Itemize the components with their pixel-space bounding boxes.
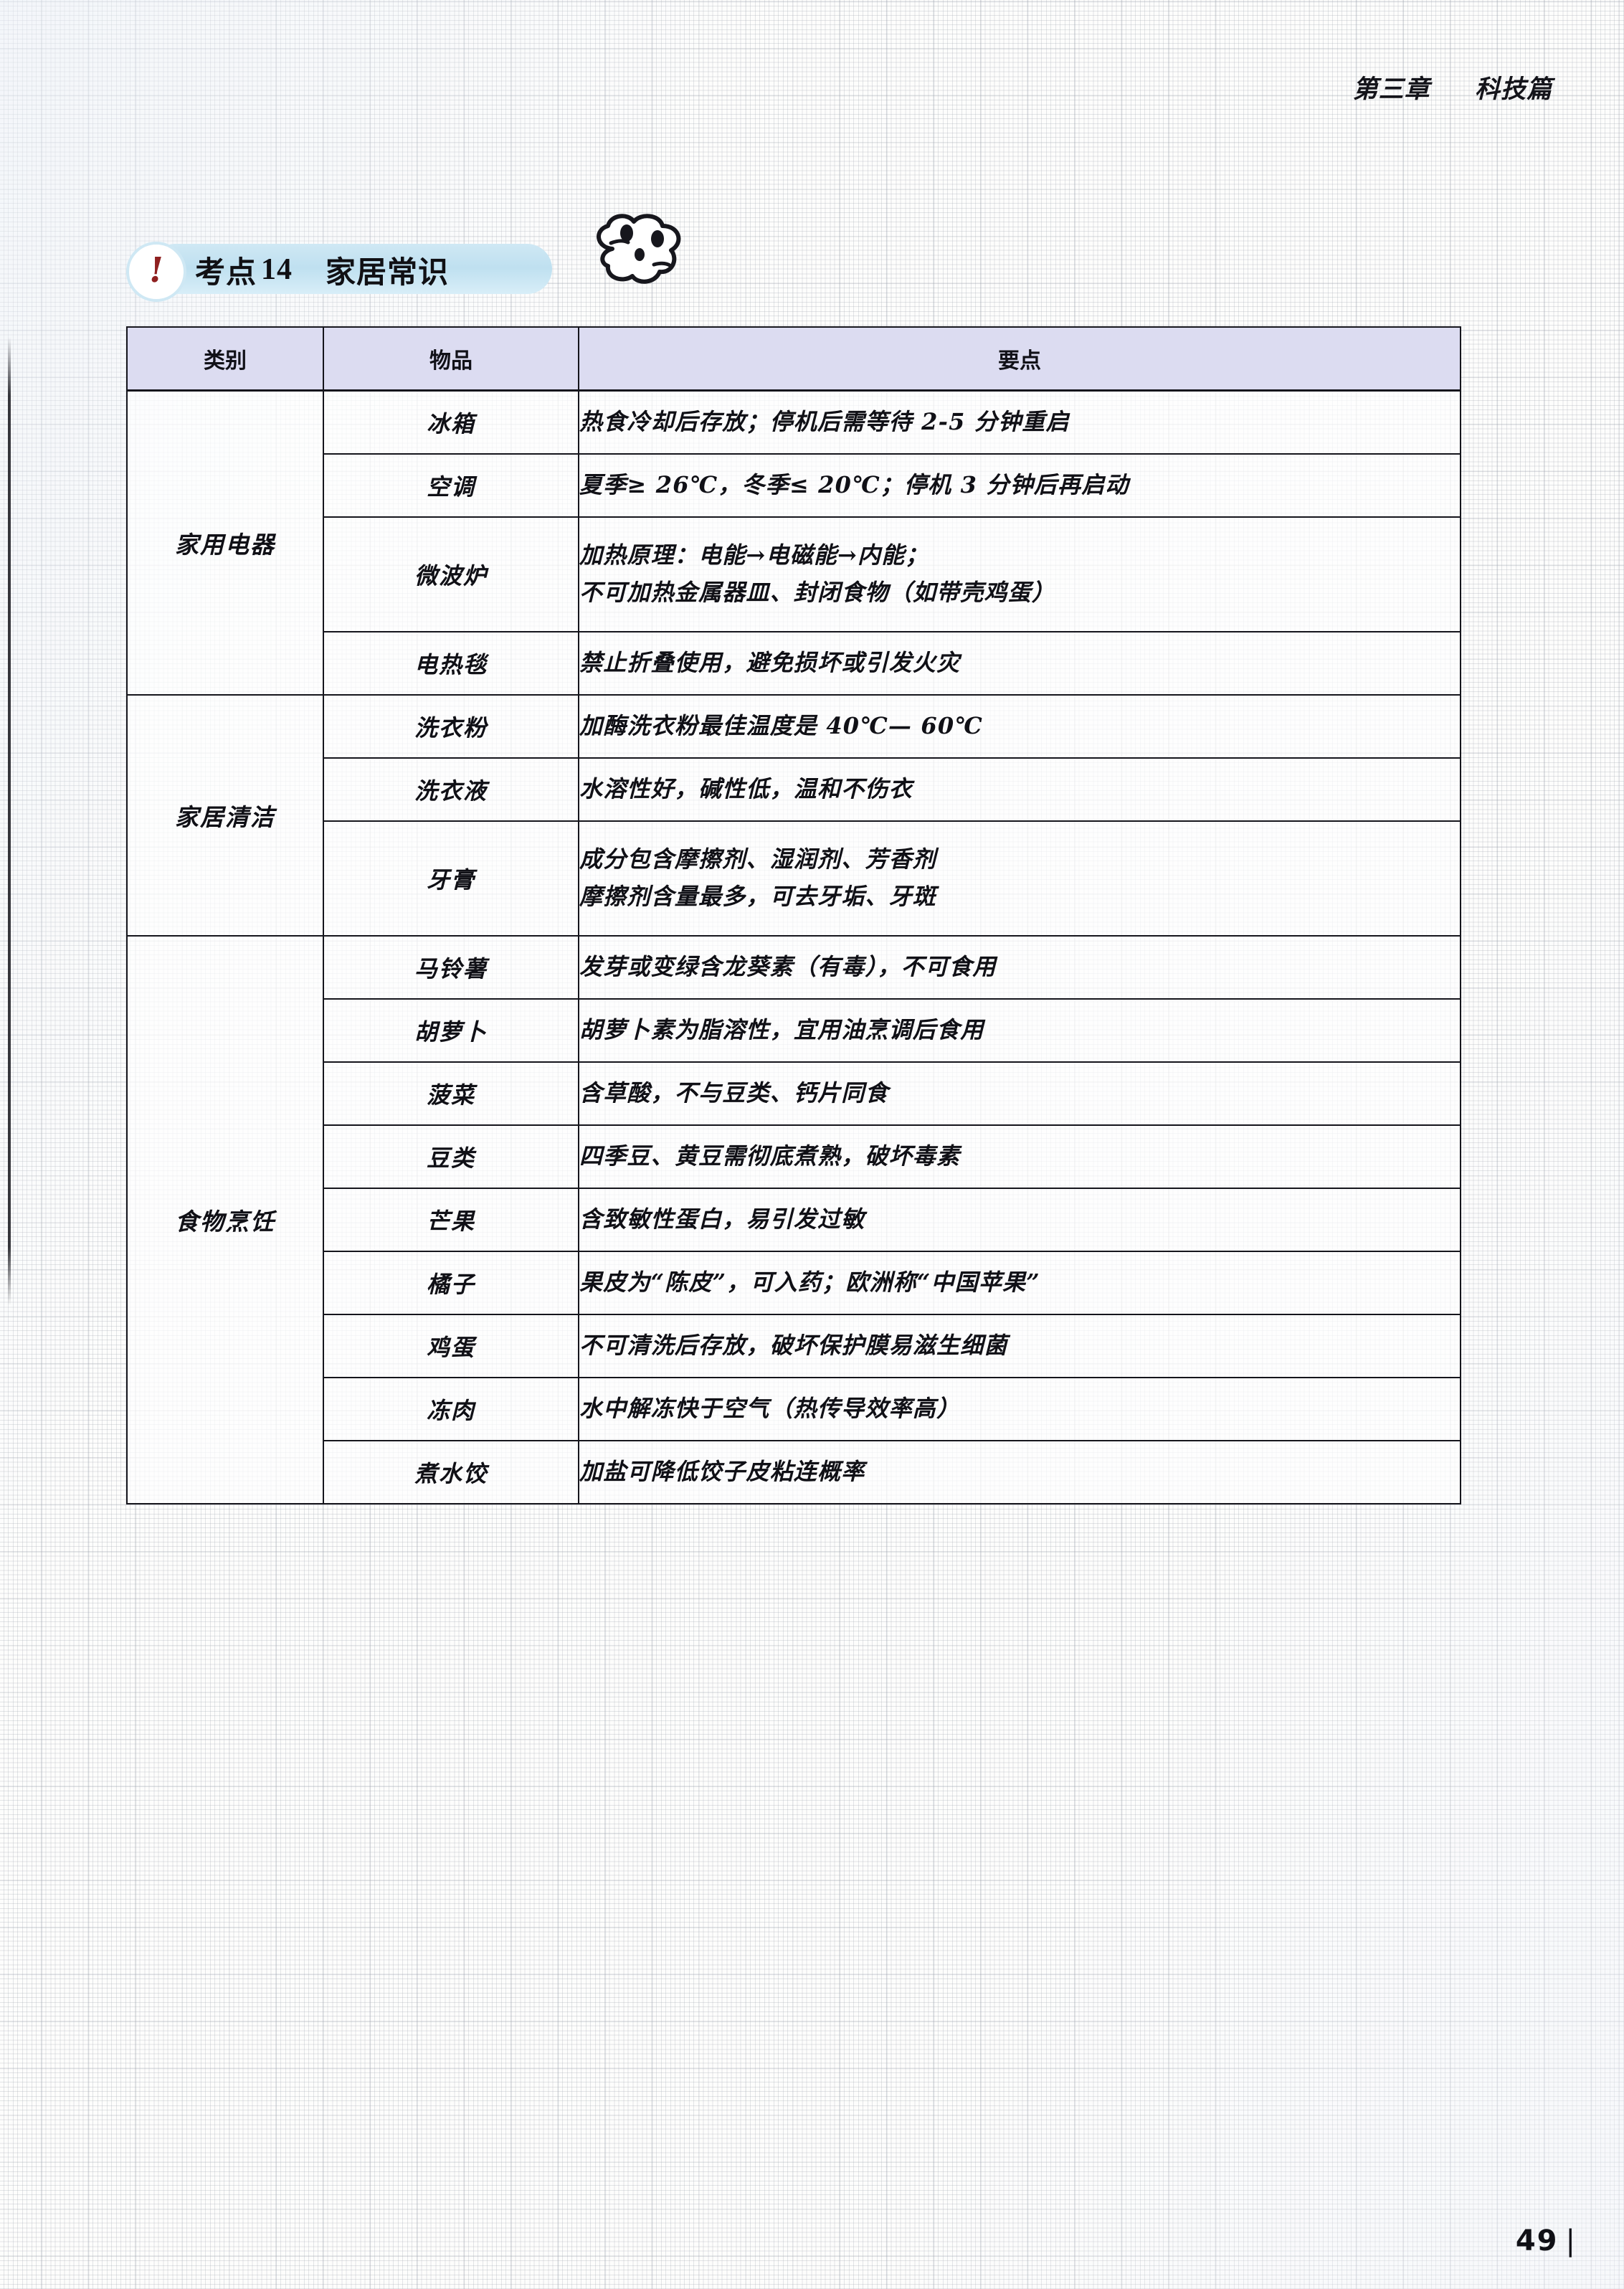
page-number-bar: | (1565, 2224, 1577, 2257)
category-cell: 家用电器 (126, 389, 324, 696)
page-number: 49 | (1516, 2224, 1577, 2257)
points-cell: 四季豆、黄豆需彻底煮熟，破坏毒素 (578, 1124, 1461, 1189)
table-row: 空调 夏季≥ 26℃，冬季≤ 20℃；停机 3 分钟后再启动 (127, 453, 1461, 518)
points-cell: 水中解冻快于空气（热传导效率高） (578, 1377, 1461, 1441)
point-line: 不可加热金属器皿、封闭食物（如带壳鸡蛋） (579, 579, 1056, 606)
points-cell: 不可清洗后存放，破坏保护膜易滋生细菌 (578, 1314, 1461, 1378)
table-row: 洗衣液 水溶性好，碱性低，温和不伤衣 (127, 757, 1461, 822)
points-cell: 加酶洗衣粉最佳温度是 40℃— 60℃ (578, 694, 1461, 759)
points-cell: 水溶性好，碱性低，温和不伤衣 (578, 757, 1461, 822)
item-cell: 马铃薯 (323, 935, 579, 1000)
points-cell: 加盐可降低饺子皮粘连概率 (578, 1440, 1461, 1504)
item-cell: 空调 (323, 453, 579, 518)
point-line: 摩擦剂含量最多，可去牙垢、牙斑 (579, 883, 937, 910)
point-line: 加盐可降低饺子皮粘连概率 (579, 1458, 865, 1486)
column-header-category: 类别 (126, 326, 324, 392)
table-row: 电热毯 禁止折叠使用，避免损坏或引发火灾 (127, 631, 1461, 696)
item-cell: 胡萝卜 (323, 998, 579, 1063)
table-row: 家居清洁 洗衣粉 加酶洗衣粉最佳温度是 40℃— 60℃ (126, 694, 1461, 937)
points-cell: 热食冷却后存放；停机后需等待 2-5 分钟重启 (578, 389, 1461, 455)
point-line: 发芽或变绿含龙葵素（有毒），不可食用 (579, 953, 997, 981)
point-line: 水溶性好，碱性低，温和不伤衣 (579, 775, 913, 803)
item-cell: 煮水饺 (323, 1440, 579, 1504)
home-knowledge-table: 类别 物品 要点 家用电器 冰箱 热食冷却后存放；停机后需等待 2-5 分钟重启 空调… (126, 326, 1461, 1504)
points-cell: 含草酸，不与豆类、钙片同食 (578, 1061, 1461, 1126)
item-cell: 洗衣液 (323, 757, 579, 822)
table-row: 家用电器 冰箱 热食冷却后存放；停机后需等待 2-5 分钟重启 (126, 389, 1461, 696)
points-cell: 含致敏性蛋白，易引发过敏 (578, 1188, 1461, 1252)
table-header-row: 类别 物品 要点 (126, 326, 1461, 392)
table-row: 豆类 四季豆、黄豆需彻底煮熟，破坏毒素 (127, 1124, 1461, 1189)
column-header-item: 物品 (323, 326, 579, 392)
point-line: 水中解冻快于空气（热传导效率高） (579, 1395, 961, 1423)
item-cell: 冰箱 (323, 389, 579, 455)
item-cell: 微波炉 (323, 516, 579, 632)
item-cell: 电热毯 (323, 631, 579, 696)
table-row: 橘子 果皮为“陈皮”，可入药；欧洲称“中国苹果” (127, 1251, 1461, 1315)
table-row: 食物烹饪 马铃薯 发芽或变绿含龙葵素（有毒），不可食用 (126, 935, 1461, 1504)
point-line: 加酶洗衣粉最佳温度是 40℃— 60℃ (579, 712, 983, 740)
table-row: 芒果 含致敏性蛋白，易引发过敏 (127, 1188, 1461, 1252)
table-row: 冻肉 水中解冻快于空气（热传导效率高） (127, 1377, 1461, 1441)
item-cell: 牙膏 (323, 820, 579, 937)
running-head-section: 科技篇 (1474, 75, 1552, 104)
point-line: 胡萝卜素为脂溶性，宜用油烹调后食用 (579, 1016, 984, 1044)
item-cell: 冻肉 (323, 1377, 579, 1441)
table-row: 微波炉 加热原理：电能→电磁能→内能； 不可加热金属器皿、封闭食物（如带壳鸡蛋） (127, 516, 1461, 632)
table-row: 煮水饺 加盐可降低饺子皮粘连概率 (127, 1440, 1461, 1504)
item-cell: 菠菜 (323, 1061, 579, 1126)
item-cell: 橘子 (323, 1251, 579, 1315)
table-row: 菠菜 含草酸，不与豆类、钙片同食 (127, 1061, 1461, 1126)
item-cell: 豆类 (323, 1124, 579, 1189)
points-cell: 加热原理：电能→电磁能→内能； 不可加热金属器皿、封闭食物（如带壳鸡蛋） (578, 516, 1461, 632)
point-line: 不可清洗后存放，破坏保护膜易滋生细菌 (579, 1332, 1008, 1360)
table-row: 牙膏 成分包含摩擦剂、湿润剂、芳香剂 摩擦剂含量最多，可去牙垢、牙斑 (127, 820, 1461, 937)
column-header-points: 要点 (578, 326, 1461, 392)
point-line: 禁止折叠使用，避免损坏或引发火灾 (579, 649, 961, 677)
exclamation-icon: ! (126, 242, 186, 302)
table-row: 鸡蛋 不可清洗后存放，破坏保护膜易滋生细菌 (127, 1314, 1461, 1378)
point-line: 四季豆、黄豆需彻底煮熟，破坏毒素 (579, 1142, 961, 1170)
category-cell: 家居清洁 (126, 694, 324, 937)
exclamation-glyph: ! (146, 250, 167, 290)
points-cell: 发芽或变绿含龙葵素（有毒），不可食用 (578, 935, 1461, 1000)
point-line: 含致敏性蛋白，易引发过敏 (579, 1205, 865, 1233)
section-badge-number: 14 (261, 253, 293, 286)
points-cell: 成分包含摩擦剂、湿润剂、芳香剂 摩擦剂含量最多，可去牙垢、牙斑 (578, 820, 1461, 937)
binding-edge-line (8, 337, 11, 1305)
item-cell: 鸡蛋 (323, 1314, 579, 1378)
section-badge-text: 考点 14 家居常识 (195, 247, 449, 292)
points-cell: 夏季≥ 26℃，冬季≤ 20℃；停机 3 分钟后再启动 (578, 453, 1461, 518)
point-line: 热食冷却后存放；停机后需等待 2-5 分钟重启 (579, 408, 1070, 436)
section-badge-title: 家居常识 (326, 254, 450, 290)
section-badge-prefix: 考点 (195, 254, 257, 290)
cloud-frog-mascot-icon (597, 214, 681, 284)
section-badge-pill (151, 244, 552, 294)
points-cell: 果皮为“陈皮”，可入药；欧洲称“中国苹果” (578, 1251, 1461, 1315)
item-cell: 洗衣粉 (323, 694, 579, 759)
point-line: 加热原理：电能→电磁能→内能； (579, 541, 929, 569)
running-head: 第三章 科技篇 (1353, 69, 1552, 105)
category-cell: 食物烹饪 (126, 935, 324, 1504)
running-head-chapter: 第三章 (1352, 75, 1430, 104)
points-cell: 禁止折叠使用，避免损坏或引发火灾 (578, 631, 1461, 696)
point-line: 夏季≥ 26℃，冬季≤ 20℃；停机 3 分钟后再启动 (579, 471, 1129, 499)
point-line: 果皮为“陈皮”，可入药；欧洲称“中国苹果” (579, 1269, 1040, 1297)
item-cell: 芒果 (323, 1188, 579, 1252)
table-body: 家用电器 冰箱 热食冷却后存放；停机后需等待 2-5 分钟重启 空调 夏季≥ 26℃，冬… (126, 389, 1461, 1504)
point-line: 含草酸，不与豆类、钙片同食 (579, 1079, 889, 1107)
points-cell: 胡萝卜素为脂溶性，宜用油烹调后食用 (578, 998, 1461, 1063)
page-number-value: 49 (1515, 2224, 1559, 2257)
point-line: 成分包含摩擦剂、湿润剂、芳香剂 (579, 845, 937, 873)
table-row: 胡萝卜 胡萝卜素为脂溶性，宜用油烹调后食用 (127, 998, 1461, 1063)
